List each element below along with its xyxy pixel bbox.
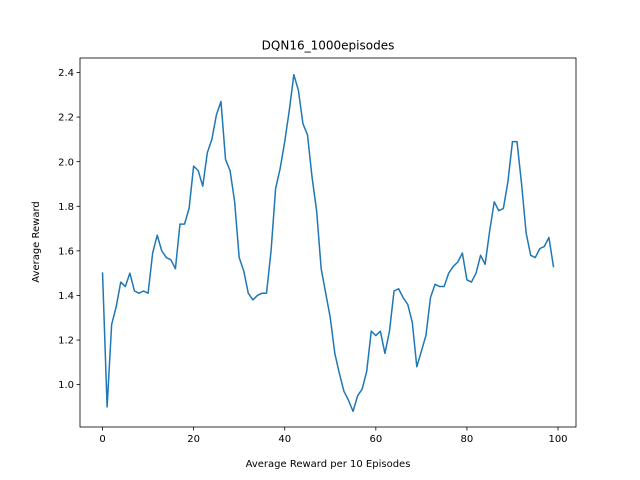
y-tick-label-2: 2.0 [58, 157, 74, 168]
y-axis-label: Average Reward [31, 201, 42, 282]
y-tick-label-2.2: 2.2 [58, 113, 74, 124]
axes-frame [79, 57, 577, 428]
x-axis-label: Average Reward per 10 Episodes [246, 459, 411, 470]
y-tick-label-1.8: 1.8 [58, 202, 74, 213]
y-tick-label-2.4: 2.4 [58, 68, 74, 79]
y-tick-label-1.2: 1.2 [58, 336, 74, 347]
series-line-0 [101, 73, 555, 413]
x-tick-label-40: 40 [278, 434, 291, 445]
y-tick-label-1: 1.0 [58, 380, 74, 391]
x-tick-label-20: 20 [187, 434, 200, 445]
chart-title: DQN16_1000episodes [262, 39, 395, 53]
y-tick-label-1.6: 1.6 [58, 246, 74, 257]
x-tick-label-0: 0 [99, 434, 105, 445]
y-tick-label-1.4: 1.4 [58, 291, 74, 302]
x-tick-label-80: 80 [461, 434, 474, 445]
x-tick-label-100: 100 [548, 434, 567, 445]
x-tick-label-60: 60 [369, 434, 382, 445]
plot-area: 0 20 40 60 80 100 1.0 1.2 1.4 1.6 1.8 2.0 2.2 2.4 [58, 57, 577, 445]
